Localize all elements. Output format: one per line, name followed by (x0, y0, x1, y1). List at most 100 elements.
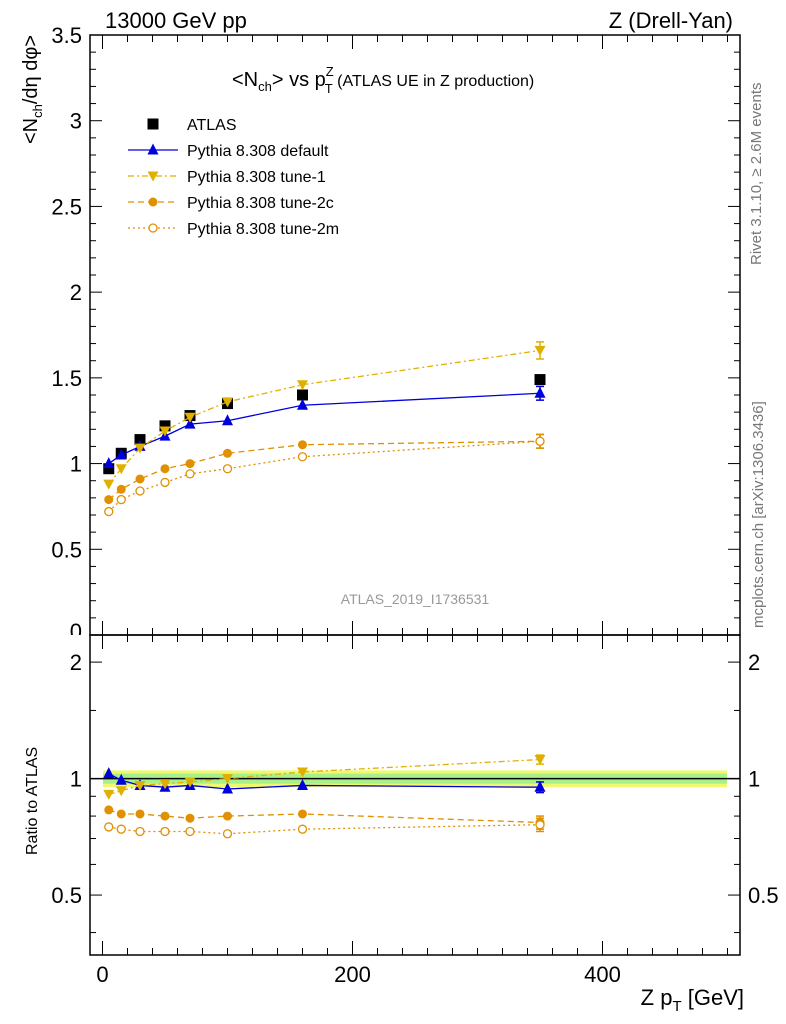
data-point (534, 374, 546, 386)
data-point (222, 397, 233, 408)
data-point (160, 811, 170, 821)
data-point (185, 813, 195, 823)
data-point (184, 412, 196, 423)
ratio-y-axis: 0.5 0.5 1 1 2 2 (51, 650, 779, 934)
y-tick-label: 0 (70, 619, 82, 644)
x-tick-label: 400 (584, 962, 621, 987)
data-point (534, 386, 546, 398)
legend-entry: Pythia 8.308 tune-2m (128, 221, 339, 238)
data-point (222, 414, 233, 426)
data-point (297, 452, 308, 462)
series-atlas (103, 374, 546, 475)
data-point (297, 824, 308, 834)
data-point (298, 440, 307, 450)
data-point (135, 474, 145, 484)
data-point (135, 826, 145, 837)
data-point (116, 494, 126, 505)
main-y-label: <Nch/dη dφ> (20, 35, 45, 144)
data-point (185, 826, 195, 837)
ratio-tick-label-left: 1 (70, 767, 82, 792)
data-point (115, 464, 127, 475)
legend-label: Pythia 8.308 tune-2m (187, 221, 339, 238)
data-point (534, 755, 546, 766)
y-tick-label: 2 (70, 280, 82, 305)
data-point (160, 826, 170, 837)
y-tick-label: 1 (70, 452, 82, 477)
data-point (297, 398, 308, 410)
data-point (535, 436, 545, 446)
data-point (297, 380, 308, 391)
series-line (108, 824, 541, 835)
data-point (222, 829, 233, 839)
y-tick-label: 1.5 (51, 366, 82, 391)
data-point (185, 469, 195, 479)
ratio-tick-label-left: 0.5 (51, 883, 82, 908)
data-point (297, 778, 308, 790)
legend-entry: ATLAS (147, 117, 237, 134)
data-point (148, 223, 158, 233)
data-point (135, 809, 145, 819)
rivet-label: Rivet 3.1.10, ≥ 2.6M events (748, 83, 765, 266)
data-point (535, 820, 545, 830)
main-y-axis: 0.5 1 1.5 2 2.5 3 3.5 0 (51, 23, 740, 644)
ratio-tick-label-left: 2 (70, 650, 82, 675)
data-point (223, 811, 232, 821)
series-pythia-8-308-tune-2m (104, 433, 545, 517)
legend-label: ATLAS (187, 117, 237, 134)
data-point (147, 118, 159, 130)
series-line (108, 440, 541, 513)
analysis-watermark: ATLAS_2019_I1736531 (341, 591, 490, 607)
legend-entry: Pythia 8.308 tune-1 (128, 169, 326, 186)
y-tick-label: 3 (70, 109, 82, 134)
legend-label: Pythia 8.308 default (187, 143, 329, 160)
main-series-layer (103, 341, 546, 517)
data-point (297, 389, 308, 401)
data-point (222, 464, 233, 474)
y-tick-label: 2.5 (51, 194, 82, 219)
legend-label: Pythia 8.308 tune-1 (187, 169, 326, 186)
reference-band (90, 770, 740, 788)
data-point (115, 773, 127, 785)
series-line (108, 392, 541, 465)
data-point (159, 426, 171, 437)
main-title: <Nch> vs pZ T (ATLAS UE in Z production) (232, 64, 534, 96)
data-point (148, 197, 158, 207)
data-point (147, 171, 159, 182)
data-point (116, 809, 126, 819)
x-axis: 0 200 400 (96, 35, 728, 987)
data-point (103, 479, 115, 490)
data-point (134, 443, 146, 454)
energy-label: 13000 GeV pp (105, 8, 247, 33)
y-tick-label: 3.5 (51, 23, 82, 48)
data-point (298, 809, 307, 819)
data-point (116, 484, 126, 494)
x-label: Z pT [GeV] (641, 985, 744, 1015)
data-point (223, 448, 232, 458)
data-point (115, 448, 127, 460)
ratio-panel-frame (89, 634, 741, 956)
data-point (103, 463, 115, 475)
series-line (108, 349, 541, 485)
data-point (134, 780, 146, 791)
x-tick-label: 0 (96, 962, 108, 987)
data-point (159, 779, 171, 790)
series-pythia-8-308-tune-2c (104, 805, 545, 830)
data-point (160, 477, 170, 488)
data-point (159, 420, 171, 432)
data-point (297, 767, 308, 778)
series-line (108, 809, 541, 824)
mcplots-label: mcplots.cern.ch [arXiv:1306.3436] (750, 401, 767, 628)
data-point (185, 459, 195, 469)
series-pythia-8-308-tune-1 (103, 754, 546, 800)
data-point (104, 506, 114, 517)
ratio-tick-label-right: 1 (748, 767, 760, 792)
series-pythia-8-308-tune-1 (103, 341, 546, 490)
ratio-y-label: Ratio to ATLAS (24, 747, 41, 855)
data-point (104, 805, 114, 815)
legend-label: Pythia 8.308 tune-2c (187, 195, 334, 212)
legend: ATLAS Pythia 8.308 default Pythia 8.308 tu… (128, 117, 339, 238)
x-tick-label: 200 (334, 962, 371, 987)
data-point (116, 824, 126, 834)
ratio-tick-label-right: 2 (748, 650, 760, 675)
